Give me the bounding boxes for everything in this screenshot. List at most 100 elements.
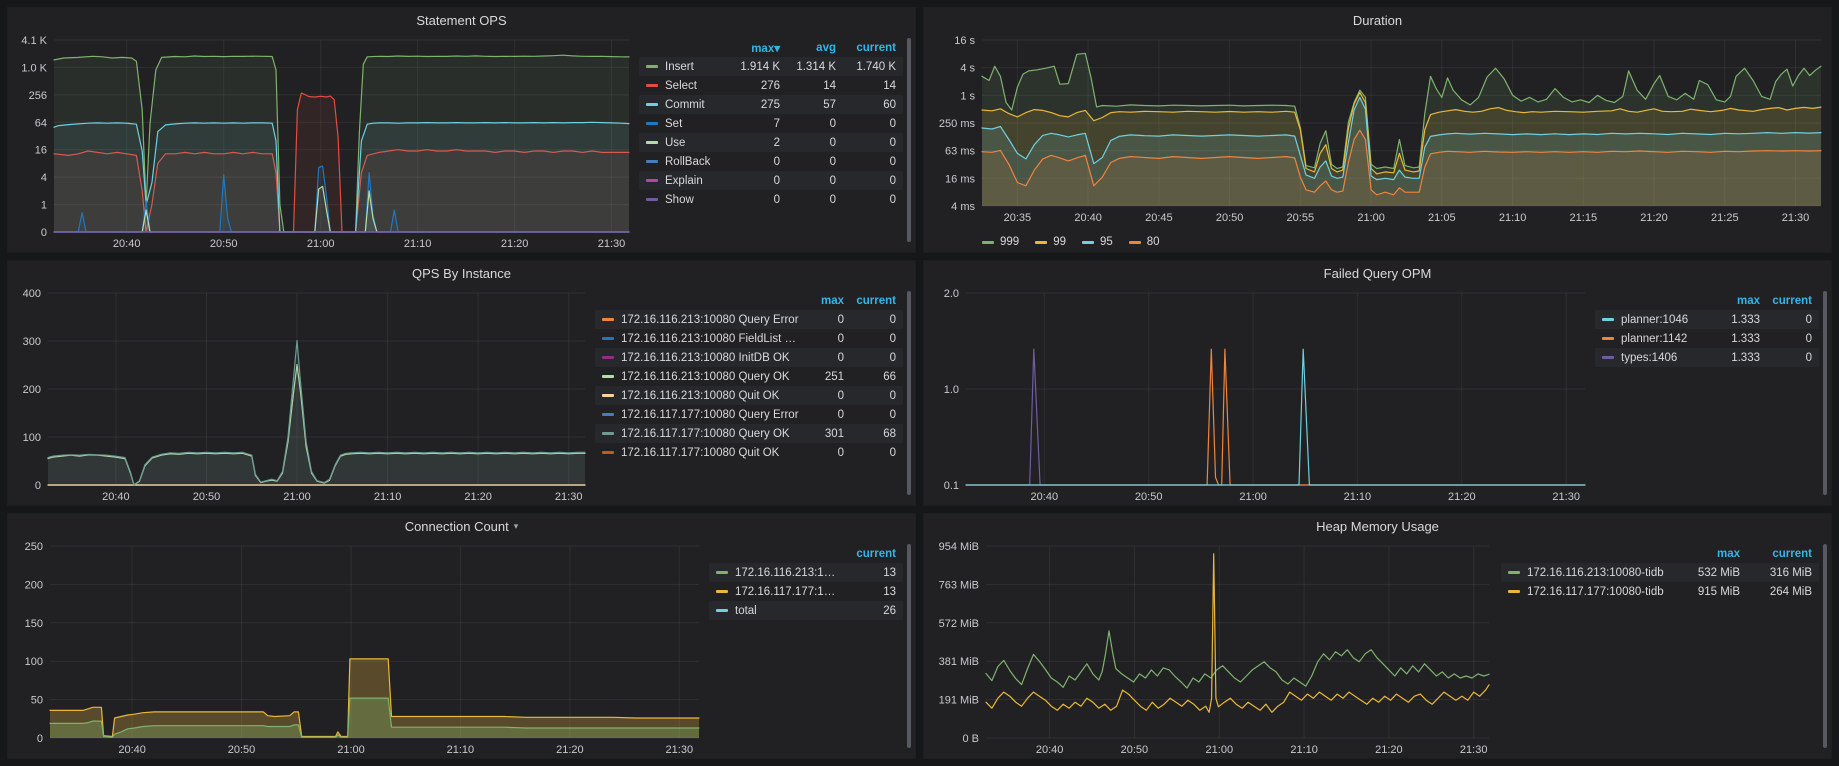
legend-scrollbar[interactable]: [1823, 291, 1827, 495]
series-name[interactable]: 172.16.117.177:10080-tidb: [1527, 586, 1672, 598]
series-name[interactable]: Commit: [665, 99, 720, 111]
legend-row[interactable]: Use200: [639, 133, 903, 152]
legend-row[interactable]: 172.16.116.213:10080 Query OK25166: [595, 367, 903, 386]
qps-chart[interactable]: 400300200100020:4020:5021:0021:1021:2021…: [8, 285, 593, 505]
series-color-swatch[interactable]: [1602, 337, 1614, 340]
series-color-swatch[interactable]: [1602, 356, 1614, 359]
legend-row[interactable]: 172.16.116.213:10080 FieldList OK00: [595, 329, 903, 348]
duration-chart[interactable]: 16 s4 s1 s250 ms63 ms16 ms4 ms20:3520:40…: [924, 32, 1831, 231]
legend-row[interactable]: planner:11421.3330: [1595, 329, 1819, 348]
legend-sort-current[interactable]: current: [1740, 548, 1812, 560]
legend-sort-max[interactable]: max: [1672, 548, 1740, 560]
series-color-swatch[interactable]: [646, 141, 658, 144]
legend-row[interactable]: 172.16.116.213:10080 Query Error00: [595, 310, 903, 329]
statement-ops-chart[interactable]: 4.1 K1.0 K256641641020:4020:5021:0021:10…: [8, 32, 637, 252]
panel-title-failed-query[interactable]: Failed Query OPM: [1324, 266, 1432, 281]
legend-scrollbar[interactable]: [1823, 544, 1827, 748]
series-color-swatch[interactable]: [646, 122, 658, 125]
legend-row[interactable]: 172.16.117.177:10080 Query Error00: [595, 405, 903, 424]
series-color-swatch[interactable]: [602, 356, 614, 359]
series-name[interactable]: Select: [665, 80, 720, 92]
series-color-swatch[interactable]: [602, 375, 614, 378]
series-name[interactable]: 172.16.117.177:10080 Query Error: [621, 409, 800, 421]
series-color-swatch[interactable]: [646, 65, 658, 68]
series-color-swatch[interactable]: [602, 394, 614, 397]
legend-row[interactable]: total26: [709, 601, 903, 620]
series-name[interactable]: 172.16.117.177:10080 Quit OK: [621, 447, 800, 459]
series-name[interactable]: Show: [665, 194, 720, 206]
legend-sort-max[interactable]: max: [1704, 295, 1760, 307]
legend-row[interactable]: RollBack000: [639, 152, 903, 171]
legend-row[interactable]: Commit2755760: [639, 95, 903, 114]
panel-menu-caret-icon[interactable]: ▾: [514, 521, 519, 532]
series-name[interactable]: planner:1046: [1621, 314, 1704, 326]
series-color-swatch[interactable]: [646, 198, 658, 201]
legend-sort-max[interactable]: max▾: [720, 41, 780, 55]
series-name[interactable]: total: [735, 605, 838, 617]
heap-chart[interactable]: 954 MiB763 MiB572 MiB381 MiB191 MiB0 B20…: [924, 538, 1499, 758]
series-color-swatch[interactable]: [646, 179, 658, 182]
series-name[interactable]: Use: [665, 137, 720, 149]
series-name[interactable]: 172.16.116.213:10080 Query OK: [621, 371, 800, 383]
legend-scrollbar[interactable]: [907, 38, 911, 242]
series-color-swatch[interactable]: [716, 571, 728, 574]
connection-count-chart[interactable]: 25020015010050020:4020:5021:0021:1021:20…: [8, 538, 707, 758]
legend-row[interactable]: 172.16.117.177:10080 Quit OK00: [595, 443, 903, 462]
legend-sort-avg[interactable]: avg: [780, 42, 836, 54]
series-name[interactable]: Set: [665, 118, 720, 130]
panel-title-qps[interactable]: QPS By Instance: [412, 266, 511, 281]
series-name[interactable]: 172.16.116.213:10080-tidb: [1527, 567, 1672, 579]
legend-row[interactable]: Select2761414: [639, 76, 903, 95]
series-name[interactable]: 172.16.117.177:10080: [735, 586, 838, 598]
panel-title-heap[interactable]: Heap Memory Usage: [1316, 519, 1439, 534]
legend-row[interactable]: types:14061.3330: [1595, 348, 1819, 367]
legend-sort-current[interactable]: current: [836, 42, 896, 54]
series-color-swatch[interactable]: [1508, 571, 1520, 574]
legend-sort-current[interactable]: current: [1760, 295, 1812, 307]
series-color-swatch[interactable]: [646, 84, 658, 87]
legend-row[interactable]: 172.16.116.213:1008013: [709, 563, 903, 582]
legend-row[interactable]: 172.16.116.213:10080 Quit OK00: [595, 386, 903, 405]
panel-title-connection-count[interactable]: Connection Count: [405, 519, 509, 534]
legend-row[interactable]: 172.16.116.213:10080-tidb532 MiB316 MiB: [1501, 563, 1819, 582]
series-name[interactable]: 172.16.116.213:10080: [735, 567, 838, 579]
series-name[interactable]: types:1406: [1621, 352, 1704, 364]
legend-item-99[interactable]: 99: [1035, 236, 1066, 248]
legend-scrollbar[interactable]: [907, 291, 911, 495]
series-color-swatch[interactable]: [716, 590, 728, 593]
legend-scrollbar[interactable]: [907, 544, 911, 748]
series-name[interactable]: 172.16.116.213:10080 InitDB OK: [621, 352, 800, 364]
legend-item-80[interactable]: 80: [1129, 236, 1160, 248]
series-color-swatch[interactable]: [1602, 318, 1614, 321]
series-color-swatch[interactable]: [646, 103, 658, 106]
legend-row[interactable]: Set700: [639, 114, 903, 133]
panel-title-duration[interactable]: Duration: [1353, 13, 1402, 28]
legend-sort-current[interactable]: current: [838, 548, 896, 560]
series-name[interactable]: 172.16.117.177:10080 Query OK: [621, 428, 800, 440]
legend-row[interactable]: 172.16.117.177:1008013: [709, 582, 903, 601]
legend-row[interactable]: Explain000: [639, 171, 903, 190]
failed-query-chart[interactable]: 2.01.00.120:4020:5021:0021:1021:2021:30: [924, 285, 1593, 505]
legend-item-95[interactable]: 95: [1082, 236, 1113, 248]
series-color-swatch[interactable]: [602, 432, 614, 435]
series-name[interactable]: 172.16.116.213:10080 Query Error: [621, 314, 800, 326]
series-name[interactable]: 172.16.116.213:10080 Quit OK: [621, 390, 800, 402]
series-color-swatch[interactable]: [1508, 590, 1520, 593]
series-color-swatch[interactable]: [646, 160, 658, 163]
legend-row[interactable]: planner:10461.3330: [1595, 310, 1819, 329]
series-name[interactable]: 172.16.116.213:10080 FieldList OK: [621, 333, 800, 345]
legend-row[interactable]: 172.16.117.177:10080-tidb915 MiB264 MiB: [1501, 582, 1819, 601]
series-color-swatch[interactable]: [716, 609, 728, 612]
series-name[interactable]: planner:1142: [1621, 333, 1704, 345]
legend-sort-current[interactable]: current: [844, 295, 896, 307]
series-name[interactable]: RollBack: [665, 156, 720, 168]
series-name[interactable]: Explain: [665, 175, 720, 187]
legend-row[interactable]: Show000: [639, 190, 903, 209]
legend-row[interactable]: Insert1.914 K1.314 K1.740 K: [639, 57, 903, 76]
panel-title-statement-ops[interactable]: Statement OPS: [416, 13, 506, 28]
legend-row[interactable]: 172.16.116.213:10080 InitDB OK00: [595, 348, 903, 367]
series-color-swatch[interactable]: [602, 337, 614, 340]
legend-item-999[interactable]: 999: [982, 236, 1019, 248]
series-color-swatch[interactable]: [602, 451, 614, 454]
series-color-swatch[interactable]: [602, 413, 614, 416]
